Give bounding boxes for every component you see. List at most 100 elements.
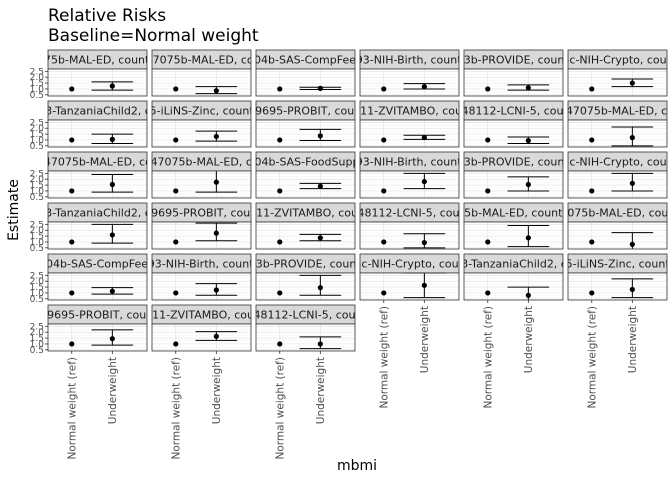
facet-panel: studyid: ki1017093b-PROVIDE, country: BA… xyxy=(365,151,663,199)
facet-strip-label: studyid: ki1066203-TanzaniaChild2, count… xyxy=(0,207,249,220)
facet-panel: studyid: ki0047075b-MAL-ED, country: PER… xyxy=(151,151,252,199)
reference-point xyxy=(589,86,595,92)
x-tick-label: Underweight xyxy=(523,306,535,373)
facet-strip-label: studyid: ki1017093b-PROVIDE, country: BA… xyxy=(157,258,455,271)
facet-strip-label: studyid: ki1148112-LCNI-5, country: MALA… xyxy=(390,105,636,118)
y-tick-label: 0.5 xyxy=(30,295,44,305)
facet-panel: studyid: ki1000304b-SAS-CompFeed, countr… xyxy=(30,253,148,305)
panel-border xyxy=(151,272,252,301)
facet-strip-label: studyid: ki1148112-LCNI-5, country: MALA… xyxy=(182,309,428,322)
estimate-point xyxy=(525,137,531,144)
y-tick-label: 1.5 xyxy=(30,79,44,89)
estimate-point xyxy=(421,178,427,185)
estimate-point xyxy=(317,133,323,139)
chart-title: Relative Risks xyxy=(48,6,166,26)
reference-point xyxy=(173,188,179,194)
x-tick-label: Normal weight (ref) xyxy=(482,306,494,409)
facet-panel: studyid: ki1017093-NIH-Birth, country: B… xyxy=(359,151,460,199)
y-tick-label: 2.0 xyxy=(30,328,45,338)
facet-panel: studyid: ki0047075b-MAL-ED, country: BRA… xyxy=(151,49,252,97)
reference-point xyxy=(277,341,283,347)
x-tick-label: Underweight xyxy=(107,357,119,424)
facet-panel: studyid: ki1148112-LCNI-5, country: MALA… xyxy=(390,100,636,148)
x-tick-label: Underweight xyxy=(315,357,327,424)
reference-point xyxy=(277,86,283,92)
panel-background xyxy=(464,69,563,96)
panel-border xyxy=(463,68,564,97)
reference-point xyxy=(381,290,387,296)
y-tick-label: 1.5 xyxy=(30,130,44,140)
facet-strip-label: studyid: ki1112895-iLiNS-Zinc, country: … xyxy=(50,105,352,118)
panel-background xyxy=(464,273,563,300)
facet-strip-label: studyid: ki1017093c-NIH-Crypto, country:… xyxy=(255,258,564,271)
panel-background xyxy=(464,171,563,198)
estimate-point xyxy=(109,288,115,294)
reference-point xyxy=(69,290,75,296)
panel-background xyxy=(256,324,355,351)
panel-background xyxy=(568,222,667,249)
facet-panel: studyid: ki1112895-iLiNS-Zinc, country: … xyxy=(50,100,352,148)
facet-panel: studyid: ki0047075b-MAL-ED, country: TAN… xyxy=(482,202,672,250)
y-tick-label: 2.0 xyxy=(30,226,45,236)
facet-panel: studyid: ki1017093c-NIH-Crypto, country:… xyxy=(567,151,668,199)
panel-border xyxy=(255,170,356,199)
panel-border xyxy=(463,221,564,250)
panel-background xyxy=(360,222,459,249)
panel-border xyxy=(255,323,356,352)
facet-panel: studyid: ki1017093b-PROVIDE, country: BA… xyxy=(157,253,455,301)
facet-panel: studyid: ki0047075b-MAL-ED, country: SOU… xyxy=(463,202,564,250)
panel-border xyxy=(359,68,460,97)
y-tick-label: 2.5 xyxy=(30,271,44,281)
facet-panel: studyid: ki1119695-PROBIT, country: BELA… xyxy=(255,100,356,148)
facet-panel: studyid: ki1148112-LCNI-5, country: MALA… xyxy=(182,304,428,352)
facet-strip-label: studyid: ki0047075b-MAL-ED, country: BAN… xyxy=(0,54,243,67)
facet-panel: studyid: ki0047075b-MAL-ED, country: BAN… xyxy=(0,49,243,101)
facet-strip-label: studyid: ki1066203-TanzaniaChild2, count… xyxy=(362,258,665,271)
y-tick-label: 2.5 xyxy=(30,220,44,230)
estimate-point xyxy=(213,230,219,236)
reference-point xyxy=(589,137,595,143)
facet-strip-label: studyid: ki1126311-ZVITAMBO, country: ZI… xyxy=(268,105,551,118)
estimate-point xyxy=(525,181,531,188)
estimate-point xyxy=(213,88,219,94)
chart-subtitle: Baseline=Normal weight xyxy=(48,26,259,46)
panel-border xyxy=(359,170,460,199)
estimate-point xyxy=(629,286,635,293)
panel-border xyxy=(151,170,252,199)
x-tick-label: Underweight xyxy=(419,306,431,373)
estimate-point xyxy=(109,181,115,188)
facet-strip-label: studyid: ki1017093b-PROVIDE, country: BA… xyxy=(365,156,663,169)
y-tick-label: 0.5 xyxy=(30,346,44,356)
y-tick-label: 2.0 xyxy=(30,73,45,83)
y-tick-label: 0.5 xyxy=(30,244,44,254)
facet-panel: studyid: ki1017093-NIH-Birth, country: B… xyxy=(359,49,460,97)
panel-border xyxy=(47,170,148,199)
facet-panel: studyid: ki0047075b-MAL-ED, country: NEP… xyxy=(30,151,148,203)
estimate-point xyxy=(421,84,427,90)
facet-strip-label: studyid: ki0047075b-MAL-ED, country: TAN… xyxy=(482,207,672,220)
reference-point xyxy=(485,239,491,245)
facet-panel: studyid: ki0047075b-MAL-ED, country: IND… xyxy=(567,100,668,148)
estimate-point xyxy=(317,183,323,189)
y-tick-label: 0.5 xyxy=(30,142,44,152)
panel-background xyxy=(360,120,459,147)
panel-background xyxy=(48,324,147,351)
estimate-point xyxy=(421,282,427,288)
reference-point xyxy=(381,188,387,194)
y-tick-label: 1.0 xyxy=(30,340,45,350)
panel-background xyxy=(464,222,563,249)
x-tick-label: Normal weight (ref) xyxy=(170,357,182,460)
reference-point xyxy=(173,137,179,143)
reference-point xyxy=(277,188,283,194)
panel-border xyxy=(567,221,668,250)
panel-background xyxy=(48,222,147,249)
reference-point xyxy=(277,137,283,143)
panel-background xyxy=(568,120,667,147)
estimate-point xyxy=(629,135,635,141)
reference-point xyxy=(69,188,75,194)
panel-border xyxy=(255,119,356,148)
x-tick-label: Underweight xyxy=(627,306,639,373)
facet-strip-label: studyid: ki1119695-PROBIT, country: BELA… xyxy=(73,207,330,220)
panel-border xyxy=(47,68,148,97)
